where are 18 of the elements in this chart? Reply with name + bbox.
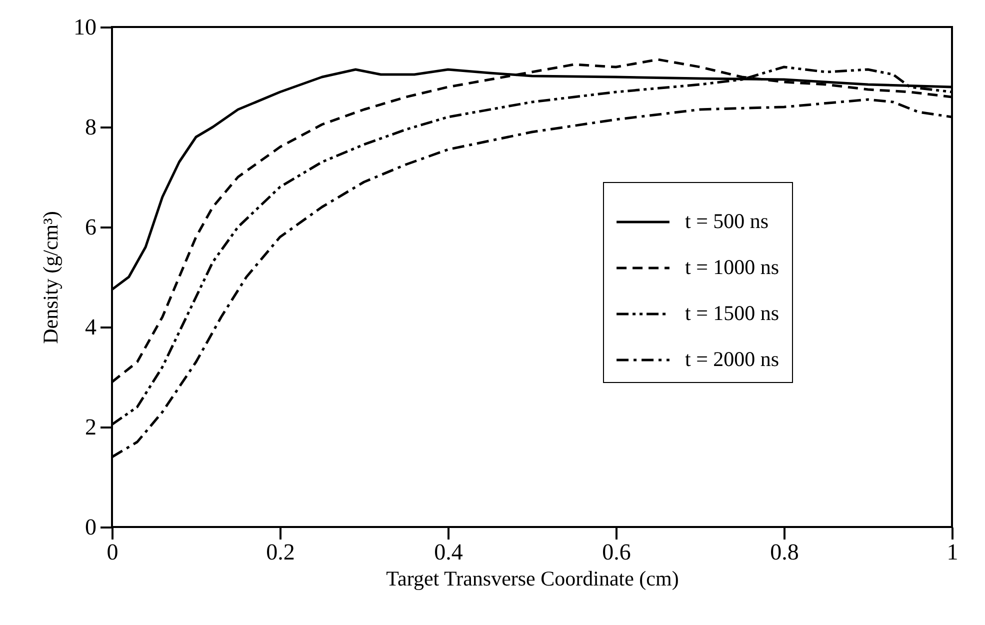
legend-label: t = 1500 ns xyxy=(685,301,780,325)
x-tick-label: 1 xyxy=(946,540,958,564)
y-tick-label: 8 xyxy=(85,114,96,140)
y-tick-label: 0 xyxy=(85,514,96,540)
y-tick-label: 4 xyxy=(85,314,97,340)
x-tick-label: 0.6 xyxy=(602,540,631,564)
y-axis-title: Density (g/cm³) xyxy=(38,211,62,344)
legend-label: t = 1000 ns xyxy=(685,255,780,279)
x-tick-label: 0.8 xyxy=(770,540,799,564)
y-tick-label: 10 xyxy=(74,14,96,40)
legend-label: t = 500 ns xyxy=(685,209,769,233)
x-tick-label: 0 xyxy=(106,540,118,564)
x-axis-title: Target Transverse Coordinate (cm) xyxy=(386,566,679,590)
y-tick-label: 2 xyxy=(85,414,96,440)
x-tick-label: 0.4 xyxy=(434,540,464,564)
x-tick-label: 0.2 xyxy=(266,540,295,564)
y-tick-label: 6 xyxy=(85,214,96,240)
legend-label: t = 2000 ns xyxy=(685,347,780,371)
